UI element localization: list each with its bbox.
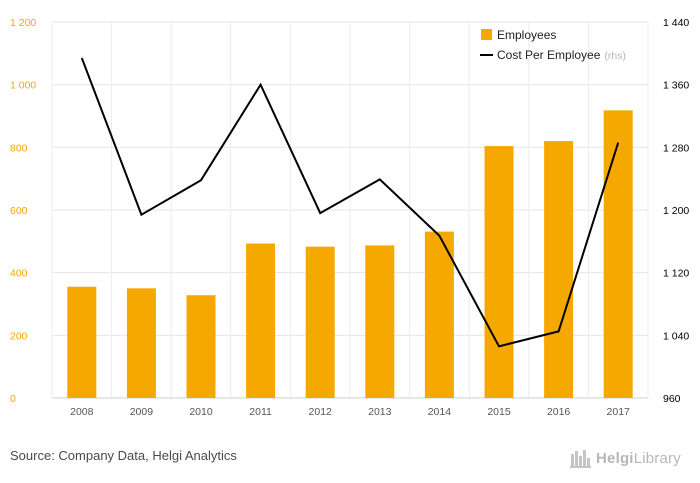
right-tick-label: 960 xyxy=(663,393,681,405)
cost-per-employee-line xyxy=(80,57,620,348)
legend-label-cost: Cost Per Employee xyxy=(497,48,601,62)
x-tick-label: 2017 xyxy=(607,406,631,418)
x-axis: 2008 2009 2010 2011 2012 2013 2014 2015 2016 2017 xyxy=(70,406,630,418)
left-tick-label: 0 xyxy=(10,393,16,405)
left-tick-label: 600 xyxy=(10,205,28,217)
x-tick-label: 2010 xyxy=(189,406,213,418)
bar-2017 xyxy=(603,110,633,399)
bar-2016 xyxy=(544,141,574,399)
x-tick-label: 2008 xyxy=(70,406,94,418)
legend: Employees Cost Per Employee (rhs) xyxy=(480,28,626,62)
left-tick-label: 1 000 xyxy=(10,80,36,92)
right-tick-label: 1 040 xyxy=(663,330,689,342)
brand-suffix: Library xyxy=(633,449,681,467)
brand-logo: HelgiLibrary xyxy=(570,446,696,470)
x-tick-label: 2013 xyxy=(368,406,392,418)
x-tick-label: 2014 xyxy=(428,406,452,418)
x-tick-label: 2011 xyxy=(249,406,272,418)
bar-2014 xyxy=(424,231,454,398)
legend-swatch-employees xyxy=(481,29,492,40)
right-tick-label: 1 120 xyxy=(663,268,689,280)
library-icon xyxy=(570,450,591,468)
bar-2010 xyxy=(186,295,216,398)
source-note: Source: Company Data, Helgi Analytics xyxy=(10,448,237,463)
x-tick-label: 2015 xyxy=(487,406,511,418)
brand-name: HelgiLibrary xyxy=(596,450,681,467)
x-tick-label: 2016 xyxy=(547,406,571,418)
bar-2015 xyxy=(484,146,514,398)
right-tick-label: 1 200 xyxy=(663,205,689,217)
legend-label-employees: Employees xyxy=(497,28,556,42)
x-tick-label: 2012 xyxy=(309,406,333,418)
right-axis: 960 1 040 1 120 1 200 1 280 1 360 1 440 xyxy=(663,17,689,405)
bar-2012 xyxy=(305,246,335,398)
bar-2013 xyxy=(365,245,395,398)
left-tick-label: 800 xyxy=(10,142,28,154)
right-tick-label: 1 440 xyxy=(663,17,689,29)
bar-2011 xyxy=(246,243,276,398)
left-tick-label: 400 xyxy=(10,268,28,280)
left-tick-label: 1 200 xyxy=(10,17,36,29)
legend-rhs-note: (rhs) xyxy=(604,50,626,62)
cost-line xyxy=(80,57,620,348)
x-tick-label: 2009 xyxy=(130,406,154,418)
right-tick-label: 1 360 xyxy=(663,80,689,92)
left-tick-label: 200 xyxy=(10,330,28,342)
bar-2008 xyxy=(67,286,97,398)
bar-2009 xyxy=(126,288,156,398)
gridlines xyxy=(51,21,649,399)
left-axis: 0 200 400 600 800 1 000 1 200 xyxy=(10,17,36,405)
right-tick-label: 1 280 xyxy=(663,142,689,154)
employee-bars xyxy=(67,110,633,399)
brand-prefix: Helgi xyxy=(596,449,634,467)
